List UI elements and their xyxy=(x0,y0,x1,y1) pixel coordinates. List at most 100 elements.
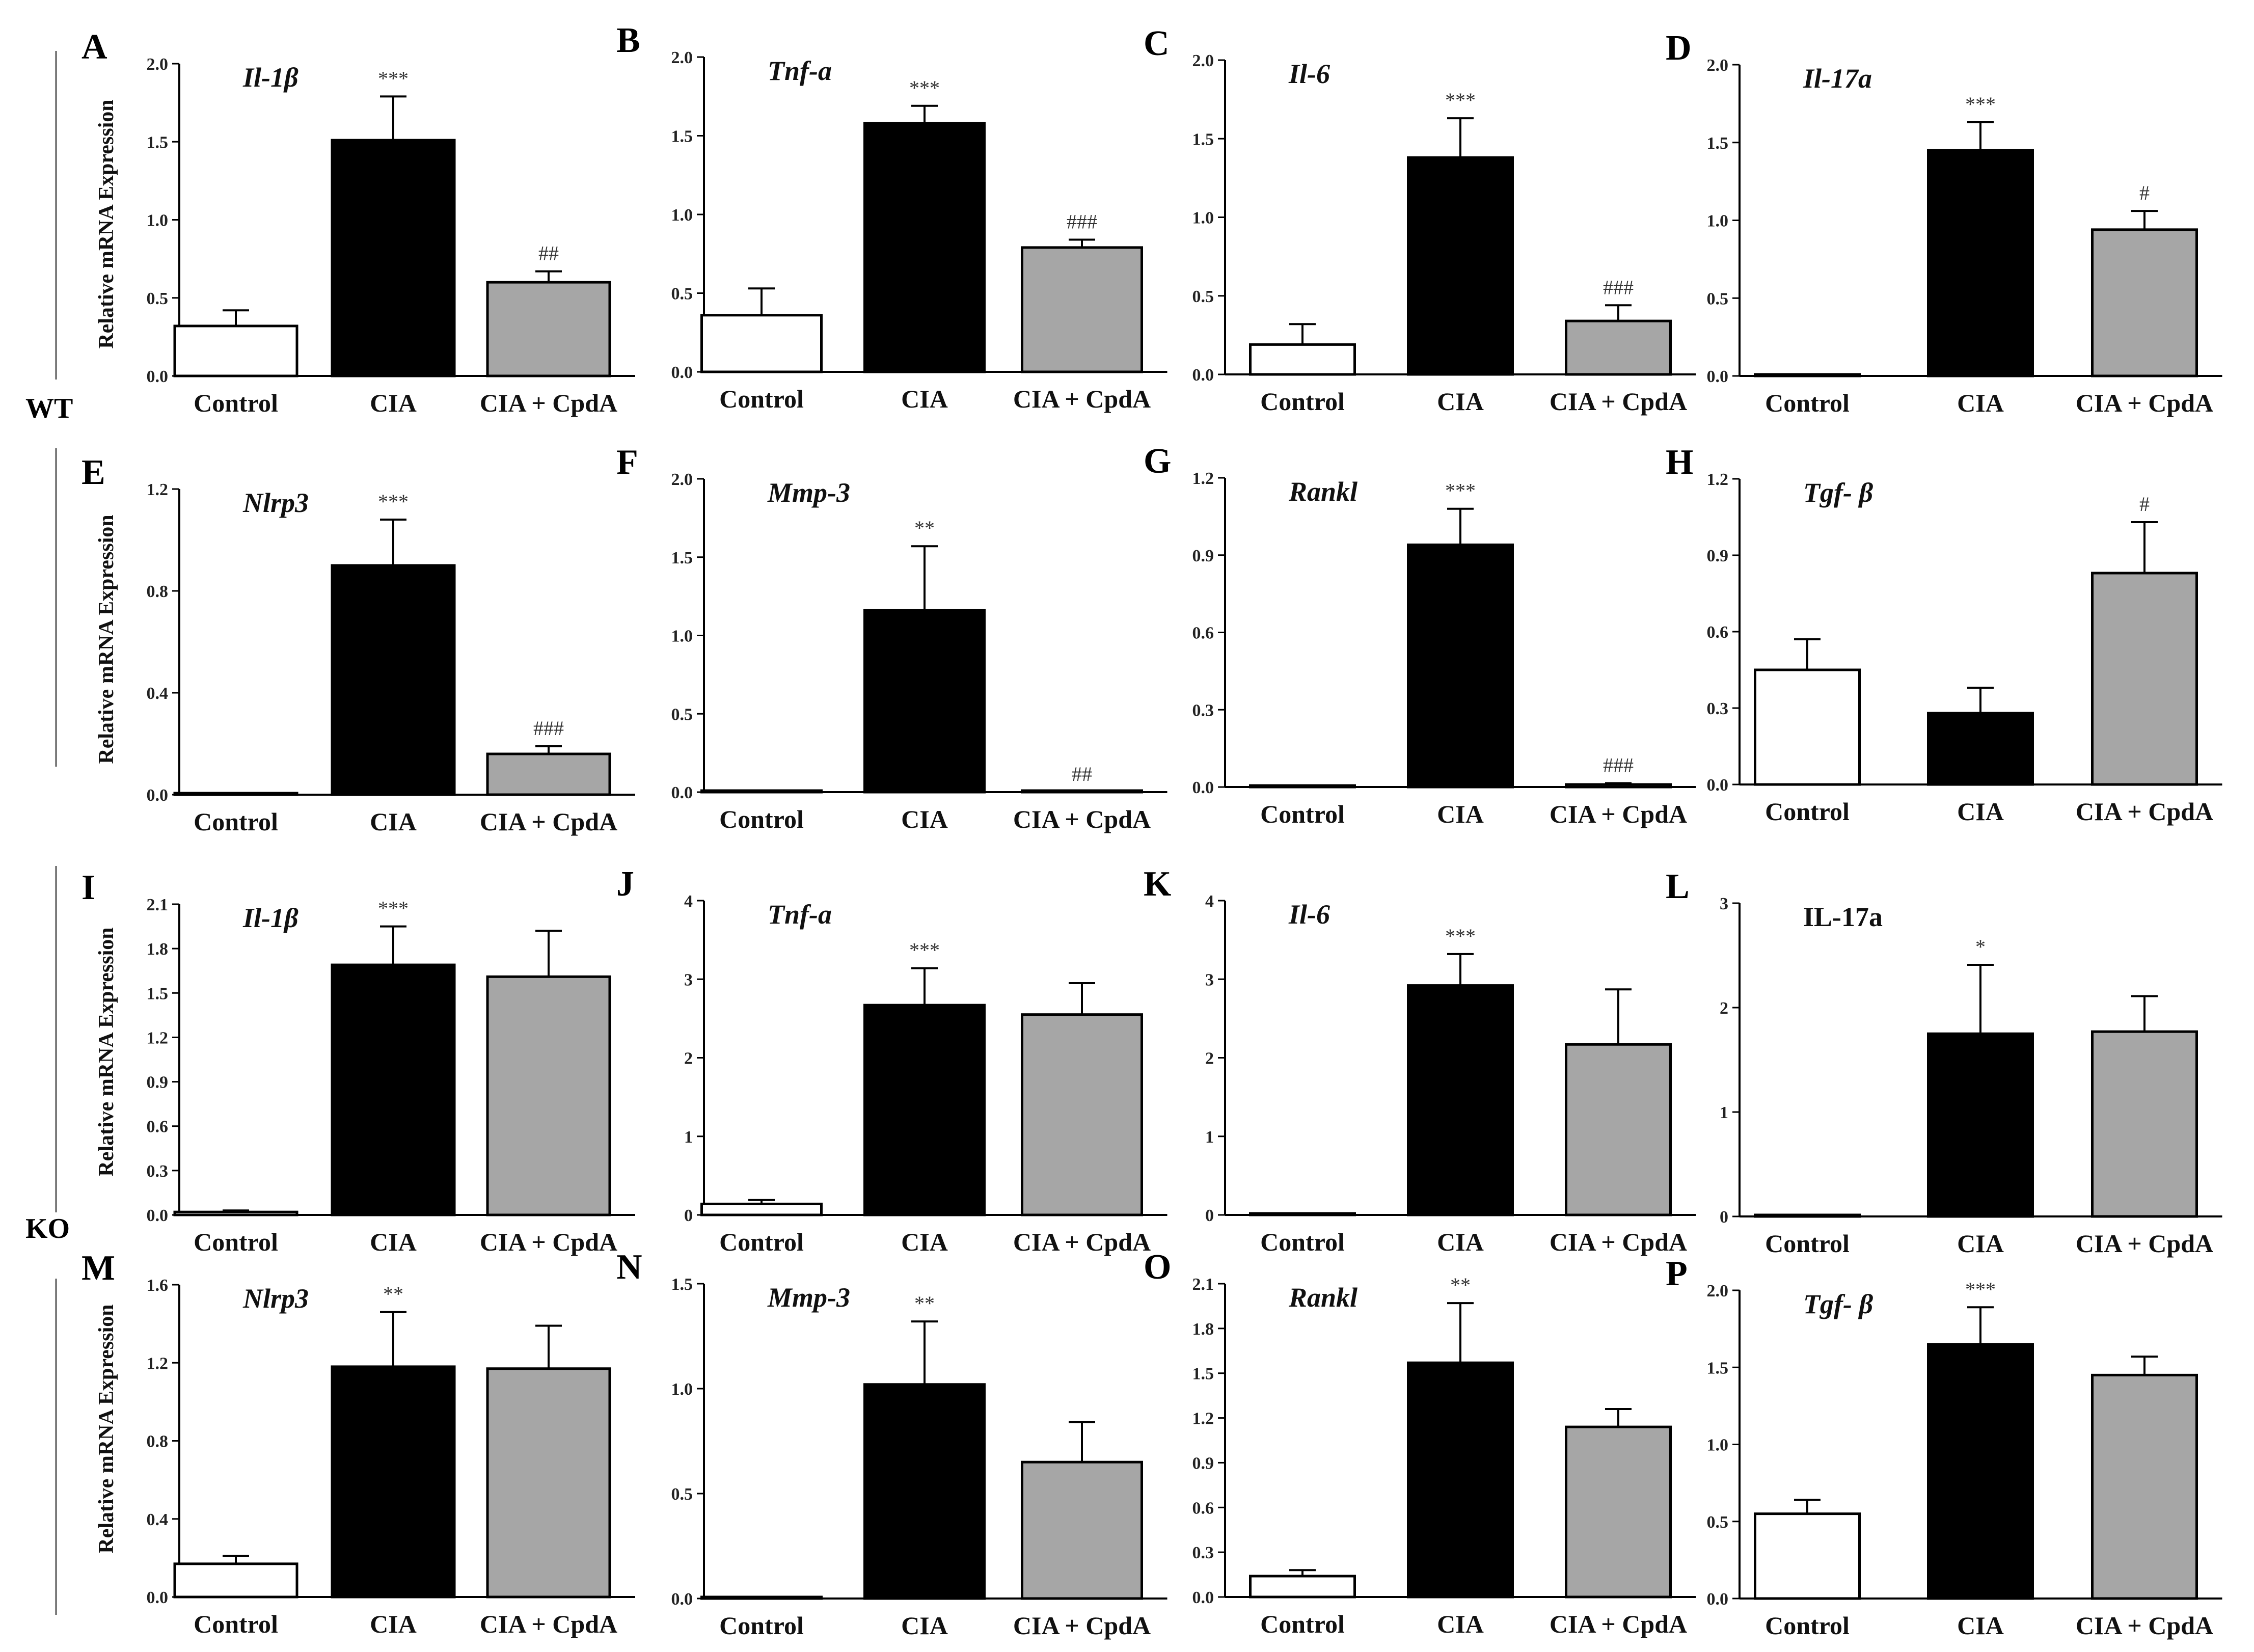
y-tick-label-d: 0.5 xyxy=(1707,289,1729,308)
panel-d: D Il-17a 0.0 0.5 1.0 1.5 2.0 Control *** CIA # CIA … xyxy=(1666,29,2222,417)
panel-p: P Tgf- β 0.0 0.5 1.0 1.5 2.0 Control *** CIA CIA +… xyxy=(1666,1254,2222,1640)
gene-title-j: Tnf-a xyxy=(768,899,832,930)
category-label-g-1: Control xyxy=(1260,800,1345,828)
y-tick-label-b: 0.0 xyxy=(671,363,693,382)
bar-l-2 xyxy=(1927,1032,2034,1218)
y-tick-label-l: 3 xyxy=(1720,895,1728,913)
significance-d-2: *** xyxy=(1965,93,1996,116)
category-label-c-3: CIA + CpdA xyxy=(1550,387,1687,416)
category-label-o-1: Control xyxy=(1260,1610,1345,1638)
category-label-j-2: CIA xyxy=(901,1228,948,1256)
category-label-o-2: CIA xyxy=(1437,1610,1484,1638)
bar-l-1 xyxy=(1754,1213,1861,1218)
bar-j-2 xyxy=(863,1004,986,1216)
category-label-d-1: Control xyxy=(1765,389,1850,417)
category-label-f-2: CIA xyxy=(901,805,948,833)
y-tick-label-f: 0.5 xyxy=(671,705,693,724)
y-tick-label-o: 0.9 xyxy=(1192,1454,1214,1473)
y-tick-label-c: 0.0 xyxy=(1192,366,1214,385)
bar-k-2 xyxy=(1407,984,1514,1216)
bar-g-3 xyxy=(1565,783,1672,789)
y-tick-label-g: 0.3 xyxy=(1192,701,1214,720)
bar-m-1 xyxy=(173,1562,298,1599)
y-tick-label-c: 1.5 xyxy=(1192,130,1214,149)
significance-c-3: ### xyxy=(1603,276,1634,299)
significance-n-2: ** xyxy=(914,1292,935,1315)
y-tick-label-k: 1 xyxy=(1205,1128,1214,1147)
y-tick-label-o: 0.3 xyxy=(1192,1543,1214,1562)
panel-b: B Tnf-a 0.0 0.5 1.0 1.5 2.0 Control *** CIA ### CIA… xyxy=(616,21,1167,413)
panel-label-e: E xyxy=(82,453,105,492)
significance-e-2: *** xyxy=(378,490,409,513)
y-tick-label-d: 1.5 xyxy=(1707,134,1729,153)
category-label-b-2: CIA xyxy=(901,385,948,413)
category-label-k-2: CIA xyxy=(1437,1228,1484,1256)
y-tick-label-b: 1.5 xyxy=(671,127,693,146)
significance-m-2: ** xyxy=(383,1283,403,1306)
bar-i-3 xyxy=(486,975,611,1216)
gene-title-k: Il-6 xyxy=(1288,899,1330,930)
gene-title-g: Rankl xyxy=(1288,476,1357,507)
category-label-p-1: Control xyxy=(1765,1611,1850,1640)
gene-title-b: Tnf-a xyxy=(768,56,832,86)
category-label-d-2: CIA xyxy=(1957,389,2004,417)
y-axis-title-row4: Relative mRNA Expression xyxy=(95,1304,118,1553)
bar-h-3 xyxy=(2091,572,2198,786)
group-label-wt: WT xyxy=(25,393,73,424)
y-tick-label-k: 3 xyxy=(1205,970,1214,989)
y-tick-label-m: 1.6 xyxy=(147,1276,169,1295)
y-tick-label-m: 0.0 xyxy=(147,1588,169,1607)
gene-title-e: Nlrp3 xyxy=(242,488,309,518)
y-tick-label-p: 0.0 xyxy=(1707,1590,1729,1609)
y-tick-label-d: 2.0 xyxy=(1707,56,1729,75)
y-tick-label-j: 3 xyxy=(684,970,693,989)
bar-n-2 xyxy=(863,1383,986,1600)
panel-n: N Mmp-3 0.0 0.5 1.0 1.5 Control ** CIA CIA + CpdA xyxy=(616,1248,1167,1640)
significance-a-2: *** xyxy=(378,67,409,90)
bar-b-3 xyxy=(1021,246,1143,373)
bar-d-3 xyxy=(2091,228,2198,377)
category-label-p-2: CIA xyxy=(1957,1611,2004,1640)
significance-g-3: ### xyxy=(1603,753,1634,776)
panel-o: O Rankl 0.0 0.3 0.6 0.9 1.2 1.5 1.8 2.1 Control ** C… xyxy=(1144,1248,1696,1638)
y-tick-label-l: 1 xyxy=(1720,1103,1728,1122)
y-tick-label-e: 1.2 xyxy=(147,480,169,499)
bar-m-3 xyxy=(486,1367,611,1599)
y-tick-label-n: 1.0 xyxy=(671,1380,693,1399)
y-tick-label-n: 1.5 xyxy=(671,1275,693,1294)
y-tick-label-e: 0.0 xyxy=(147,786,169,805)
y-tick-label-h: 0.6 xyxy=(1707,623,1729,642)
panel-m: M Nlrp3 0.0 0.4 0.8 1.2 1.6 Control ** CIA CIA + C… xyxy=(82,1249,635,1638)
bar-f-3 xyxy=(1021,789,1143,794)
bar-p-3 xyxy=(2091,1373,2198,1600)
y-tick-label-d: 0.0 xyxy=(1707,367,1729,386)
group-label-ko: KO xyxy=(25,1213,70,1244)
y-tick-label-h: 0.9 xyxy=(1707,547,1729,565)
bar-k-3 xyxy=(1565,1043,1672,1216)
bar-e-3 xyxy=(486,752,611,796)
y-tick-label-a: 0.0 xyxy=(147,367,169,386)
category-label-c-2: CIA xyxy=(1437,387,1484,416)
bar-l-3 xyxy=(2091,1030,2198,1218)
panel-label-i: I xyxy=(82,868,95,907)
category-label-m-1: Control xyxy=(194,1610,278,1638)
gene-title-h: Tgf- β xyxy=(1803,477,1873,508)
y-tick-label-a: 1.0 xyxy=(147,211,169,230)
bar-c-3 xyxy=(1565,319,1672,376)
y-tick-label-b: 0.5 xyxy=(671,285,693,304)
category-label-g-3: CIA + CpdA xyxy=(1550,800,1687,828)
bar-f-1 xyxy=(700,789,823,794)
panel-label-n: N xyxy=(616,1248,642,1287)
gene-title-a: Il-1β xyxy=(242,62,298,93)
bar-a-2 xyxy=(331,139,456,377)
category-label-m-3: CIA + CpdA xyxy=(480,1610,617,1638)
bar-k-1 xyxy=(1249,1212,1356,1216)
bar-h-2 xyxy=(1927,712,2034,786)
y-tick-label-d: 1.0 xyxy=(1707,212,1729,231)
y-tick-label-h: 0.0 xyxy=(1707,776,1729,795)
panel-label-h: H xyxy=(1666,443,1693,482)
bar-n-3 xyxy=(1021,1460,1143,1600)
y-tick-label-p: 1.5 xyxy=(1707,1359,1729,1377)
significance-l-2: * xyxy=(1975,935,1986,958)
